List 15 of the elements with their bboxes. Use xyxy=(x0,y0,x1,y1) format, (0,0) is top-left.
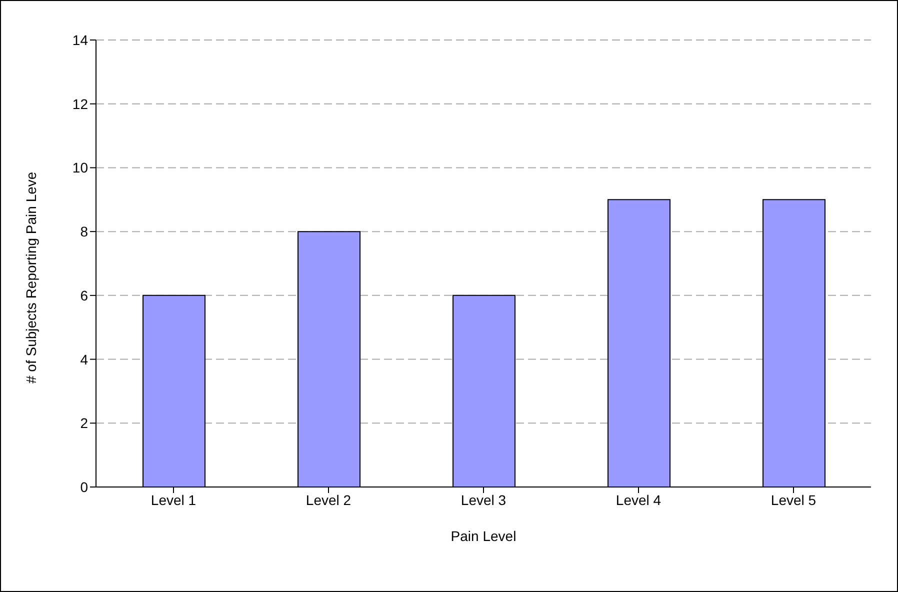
y-tick-label: 14 xyxy=(72,32,88,48)
x-tick-label: Level 3 xyxy=(460,492,506,508)
y-axis-title: # of Subjects Reporting Pain Leve xyxy=(22,172,39,384)
y-tick-label: 4 xyxy=(80,351,88,368)
y-tick-label: 8 xyxy=(80,224,88,240)
x-tick-label: Level 2 xyxy=(306,492,352,508)
x-axis-title: Pain Level xyxy=(450,528,516,544)
x-tick-label: Level 1 xyxy=(150,492,196,508)
y-tick-label: 10 xyxy=(72,160,88,176)
x-tick-label: Level 4 xyxy=(616,492,662,508)
y-tick-label: 12 xyxy=(72,96,88,112)
y-tick-label: 6 xyxy=(80,287,88,304)
y-tick-label: 2 xyxy=(80,415,88,432)
y-tick-label: 0 xyxy=(80,478,88,495)
x-tick-label: Level 5 xyxy=(770,492,816,508)
